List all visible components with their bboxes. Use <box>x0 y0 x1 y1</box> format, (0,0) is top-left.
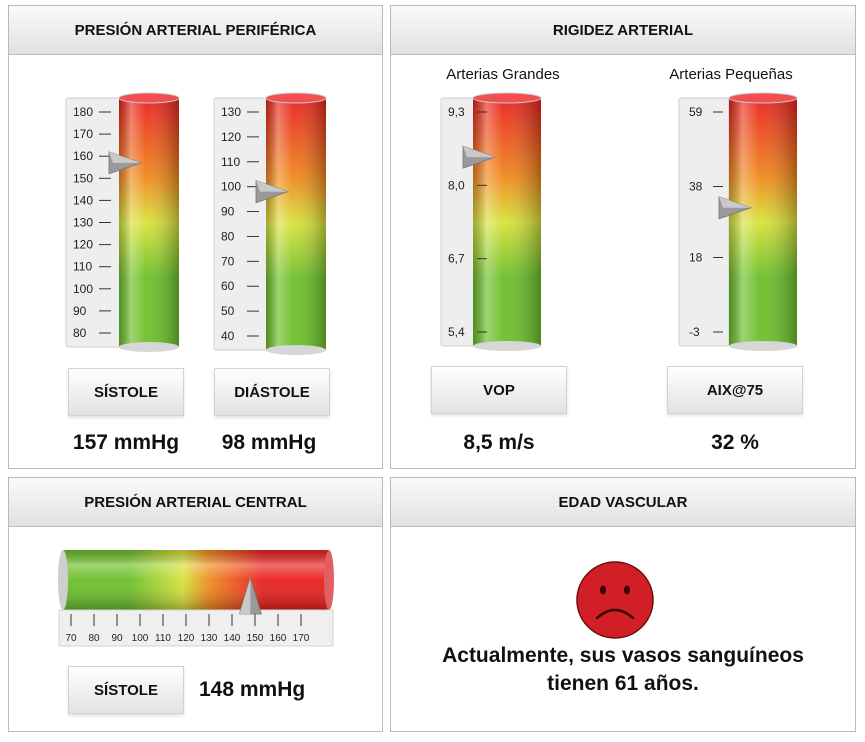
tick-label: 150 <box>247 633 264 644</box>
tick-label: 100 <box>73 282 93 296</box>
tick-label: 110 <box>73 260 92 274</box>
stiffness-gauges: 9,3 8,0 6,7 5,4 59 38 18 -3 <box>440 92 798 351</box>
small-arteries-caption: Arterias Pequeñas <box>669 66 793 83</box>
value-pointer-highlight <box>719 196 751 208</box>
tick-label: 120 <box>221 130 241 144</box>
diastole-button[interactable]: DIÁSTOLE <box>214 368 330 416</box>
gauge-tube-shading <box>266 98 326 350</box>
gauge-tube-shading <box>119 98 179 347</box>
tick-label: 60 <box>221 279 235 293</box>
value-pointer-highlight <box>256 180 288 192</box>
tick-label: 38 <box>689 180 703 194</box>
tick-label: 70 <box>65 633 77 644</box>
vop-button[interactable]: VOP <box>431 366 567 414</box>
tick-label: 170 <box>73 127 93 141</box>
central-tube-left-cap <box>58 550 68 610</box>
tick-label: 6,7 <box>448 252 465 266</box>
gauge-tube-top <box>728 92 798 104</box>
tick-label: 110 <box>221 155 240 169</box>
tick-label: 120 <box>178 633 195 644</box>
value-pointer-highlight <box>239 578 251 614</box>
gauge-tube-top <box>265 92 327 104</box>
tick-label: 8,0 <box>448 178 465 192</box>
aix-button[interactable]: AIX@75 <box>667 366 803 414</box>
tick-label: 80 <box>73 326 87 340</box>
tick-label: 160 <box>73 149 93 163</box>
tick-label: 80 <box>221 229 235 243</box>
central-gauge: 70 80 90 100 110 120 130 140 150 160 170 <box>58 550 334 647</box>
tick-label: 70 <box>221 254 235 268</box>
value-pointer-highlight <box>463 146 495 158</box>
gauge-tube-top <box>118 92 180 104</box>
aix-value: 32 % <box>711 431 759 454</box>
gauge-tube-bottom <box>119 342 179 352</box>
tick-label: 130 <box>73 216 93 230</box>
tick-label: 140 <box>224 633 241 644</box>
gauge-tube-bottom <box>266 345 326 355</box>
tick-label: 80 <box>88 633 100 644</box>
gauge-tube-top <box>472 92 542 104</box>
central-pressure-panel: PRESIÓN ARTERIAL CENTRAL 70 80 90 100 110 120… <box>8 477 383 732</box>
tick-label: 180 <box>73 105 93 119</box>
tick-label: 130 <box>221 105 241 119</box>
tick-label: 50 <box>221 304 235 318</box>
message-line-2: tienen 61 años. <box>547 672 699 695</box>
central-tube-right-cap <box>324 550 334 610</box>
tick-label: 5,4 <box>448 325 465 339</box>
scale-plate <box>678 97 730 347</box>
diastole-value: 98 mmHg <box>221 431 317 454</box>
tick-label: 110 <box>155 633 171 644</box>
tick-label: 90 <box>73 304 87 318</box>
gauge-tube-bottom <box>729 341 797 351</box>
vascular-age-message: Actualmente, sus vasos sanguíneos tienen… <box>391 642 855 698</box>
tick-label: 59 <box>689 105 703 119</box>
panel-title: EDAD VASCULAR <box>391 478 855 527</box>
vascular-age-panel: EDAD VASCULAR Actualmente, sus vasos san… <box>390 477 856 732</box>
central-systole-value: 148 mmHg <box>199 678 306 701</box>
tick-label: 130 <box>201 633 218 644</box>
gauge-tube-shading <box>473 98 541 346</box>
tick-label: -3 <box>689 325 700 339</box>
tick-label: 170 <box>293 633 310 644</box>
central-systole-button[interactable]: SÍSTOLE <box>68 666 184 714</box>
message-line-1: Actualmente, sus vasos sanguíneos <box>442 644 804 667</box>
tick-label: 9,3 <box>448 105 465 119</box>
tick-label: 90 <box>111 633 123 644</box>
arterial-stiffness-panel: RIGIDEZ ARTERIAL 9,3 8,0 6,7 5,4 59 38 18 -3 Ar… <box>390 5 856 469</box>
vop-value: 8,5 m/s <box>463 431 535 454</box>
tick-label: 90 <box>221 205 235 219</box>
value-pointer-highlight <box>109 151 141 163</box>
systole-gauge: 180 170 160 150 140 130 120 110 100 90 80 130 120 110… <box>65 92 327 355</box>
tick-label: 100 <box>132 633 149 644</box>
panel-title: RIGIDEZ ARTERIAL <box>391 6 855 55</box>
panel-title: PRESIÓN ARTERIAL CENTRAL <box>9 478 382 527</box>
large-arteries-caption: Arterias Grandes <box>446 66 560 83</box>
tick-label: 150 <box>73 171 93 185</box>
gauge-tube-bottom <box>473 341 541 351</box>
central-tube-shading <box>63 550 329 610</box>
systole-value: 157 mmHg <box>72 431 180 454</box>
tick-label: 18 <box>689 250 703 264</box>
peripheral-pressure-panel: PRESIÓN ARTERIAL PERIFÉRICA 180 170 160 150… <box>8 5 383 469</box>
tick-label: 40 <box>221 329 235 343</box>
gauge-tube-shading <box>729 98 797 346</box>
tick-label: 160 <box>270 633 287 644</box>
panel-title: PRESIÓN ARTERIAL PERIFÉRICA <box>9 6 382 55</box>
sad-face-icon <box>576 561 654 639</box>
tick-label: 100 <box>221 180 241 194</box>
tick-label: 140 <box>73 193 93 207</box>
central-scale-plate <box>58 609 334 647</box>
tick-label: 120 <box>73 238 93 252</box>
systole-button[interactable]: SÍSTOLE <box>68 368 184 416</box>
